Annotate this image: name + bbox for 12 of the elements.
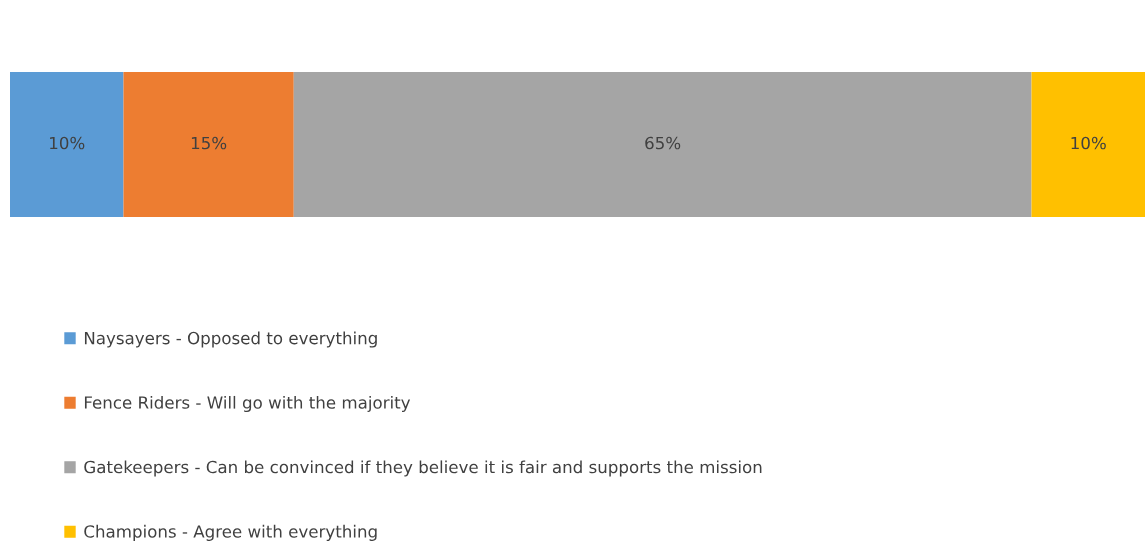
data-label: 65% <box>645 136 681 150</box>
legend-label: Champions - Agree with everything <box>84 524 377 541</box>
legend-label: Naysayers - Opposed to everything <box>84 331 377 348</box>
data-label: 15% <box>191 136 227 150</box>
legend-label: Gatekeepers - Can be convinced if they believe it is fair and supports the mission <box>84 460 762 477</box>
bar <box>1031 72 1145 217</box>
data-label: 10% <box>50 136 85 150</box>
data-label: 10% <box>1071 136 1106 150</box>
bar <box>123 72 294 217</box>
legend-label: Fence Riders - Will go with the majority <box>84 395 411 413</box>
bar <box>10 72 124 217</box>
bar <box>293 72 1032 217</box>
